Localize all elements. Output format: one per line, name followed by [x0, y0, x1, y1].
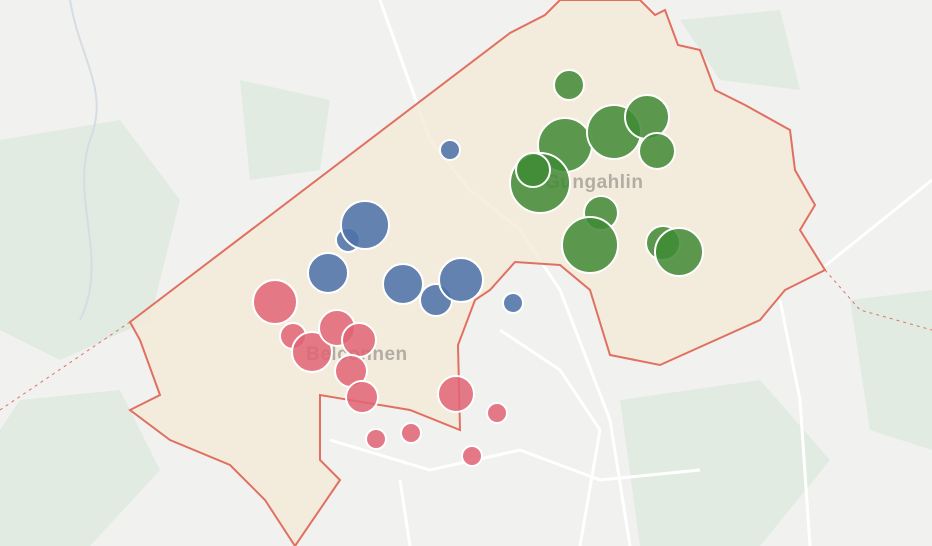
- shape: [620, 380, 830, 546]
- shape: [69, 0, 98, 321]
- bubble: [638, 132, 676, 170]
- road: [329, 438, 701, 482]
- bubble: [437, 375, 475, 413]
- road: [819, 178, 932, 272]
- bubble: [307, 252, 349, 294]
- bubble: [486, 402, 508, 424]
- shape: [680, 10, 800, 90]
- road: [398, 479, 412, 546]
- bubble: [561, 216, 619, 274]
- shape: [850, 290, 932, 450]
- bubble: [515, 152, 551, 188]
- bubble: [340, 200, 390, 250]
- bubble: [461, 445, 483, 467]
- bubble: [291, 331, 333, 373]
- bubble: [553, 69, 585, 101]
- border-dashed: [0, 321, 131, 411]
- bubble: [341, 322, 377, 358]
- bubbles: [252, 69, 704, 467]
- bubble: [624, 94, 670, 140]
- road: [499, 328, 602, 546]
- shape: [0, 390, 160, 546]
- bubble: [252, 279, 298, 325]
- shape: [240, 80, 330, 180]
- bubble: [382, 263, 424, 305]
- bubble: [439, 139, 461, 161]
- road: [778, 299, 812, 546]
- bubble: [400, 422, 422, 444]
- bubble: [365, 428, 387, 450]
- bubble: [654, 227, 704, 277]
- bubble: [438, 257, 484, 303]
- bubble: [502, 292, 524, 314]
- bubble: [345, 380, 379, 414]
